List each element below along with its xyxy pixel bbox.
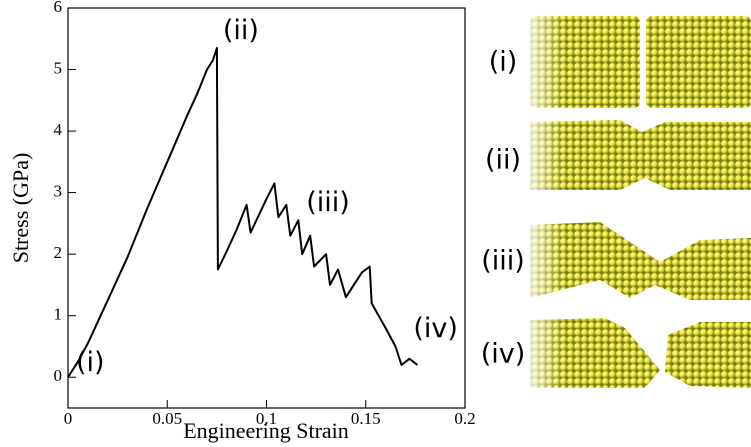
y-tick-label: 1 bbox=[54, 305, 63, 324]
curve-annotation: (i) bbox=[76, 347, 105, 378]
curve-annotation: (ii) bbox=[223, 15, 259, 46]
y-tick-label: 0 bbox=[54, 366, 63, 385]
panel-label: (i) bbox=[489, 47, 518, 78]
x-tick-label: 0.1 bbox=[256, 409, 277, 428]
x-tick-label: 0.15 bbox=[351, 409, 381, 428]
x-tick-label: 0.05 bbox=[152, 409, 182, 428]
stress-strain-plot: Engineering Strain Stress (GPa) 0 0.05 0.1… bbox=[8, 0, 476, 443]
y-tick-label: 5 bbox=[54, 58, 63, 77]
y-tick-label: 6 bbox=[54, 0, 63, 16]
y-tick-label: 4 bbox=[54, 120, 63, 139]
x-axis-label: Engineering Strain bbox=[183, 418, 349, 443]
stress-curve bbox=[67, 47, 419, 378]
snapshot-iii bbox=[530, 222, 751, 300]
x-tick-label: 0.2 bbox=[454, 409, 475, 428]
panel-label: (iv) bbox=[481, 339, 526, 370]
y-tick-label: 2 bbox=[54, 243, 63, 262]
curve-annotation: (iii) bbox=[306, 187, 350, 218]
y-tick-label: 3 bbox=[54, 182, 63, 201]
curve-annotation: (iv) bbox=[413, 313, 458, 344]
plot-frame bbox=[67, 7, 466, 409]
snapshot-ii bbox=[530, 120, 751, 190]
panel-label: (iii) bbox=[481, 246, 525, 277]
atomistic-snapshots bbox=[525, 10, 751, 395]
y-axis-label: Stress (GPa) bbox=[8, 153, 33, 264]
x-tick-label: 0 bbox=[64, 409, 73, 428]
panel-label: (ii) bbox=[485, 145, 521, 176]
